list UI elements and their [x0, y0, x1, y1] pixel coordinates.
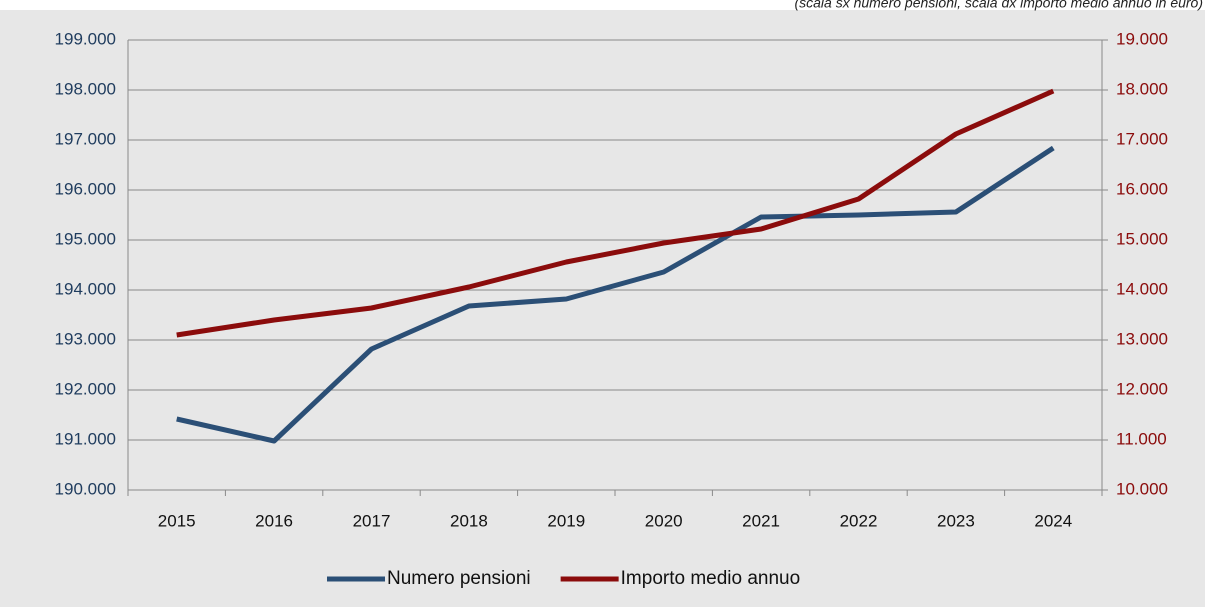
y-tick-label: 194.000	[55, 279, 116, 298]
x-tick-label: 2016	[255, 511, 293, 530]
y-tick-label: 197.000	[55, 129, 116, 148]
line-series	[176, 145, 1055, 444]
y-tick-label: 192.000	[55, 379, 116, 398]
legend-label: Importo medio annuo	[621, 568, 801, 589]
chart-subtitle: (scala sx numero pensioni, scala dx impo…	[794, 0, 1203, 11]
line-series	[176, 88, 1055, 338]
y2-tick-label: 11.000	[1116, 429, 1167, 448]
x-tick-label: 2024	[1034, 511, 1072, 530]
y-tick-label: 199.000	[55, 29, 116, 48]
x-tick-label: 2020	[645, 511, 683, 530]
x-tick-label: 2015	[158, 511, 196, 530]
y2-tick-label: 17.000	[1116, 129, 1168, 148]
y2-tick-label: 16.000	[1116, 179, 1168, 198]
legend-label: Numero pensioni	[387, 568, 531, 589]
chart-background	[0, 10, 1205, 607]
x-tick-label: 2019	[547, 511, 585, 530]
y2-tick-label: 15.000	[1116, 229, 1168, 248]
y2-tick-label: 19.000	[1116, 29, 1168, 48]
x-tick-label: 2022	[840, 511, 878, 530]
y2-tick-label: 12.000	[1116, 379, 1168, 398]
y-tick-label: 190.000	[55, 479, 116, 498]
y2-tick-label: 13.000	[1116, 329, 1168, 348]
y2-tick-label: 14.000	[1116, 279, 1168, 298]
x-tick-label: 2018	[450, 511, 488, 530]
y-tick-label: 195.000	[55, 229, 116, 248]
y-tick-label: 198.000	[55, 79, 116, 98]
x-tick-label: 2023	[937, 511, 975, 530]
y-tick-label: 191.000	[55, 429, 116, 448]
y-tick-label: 193.000	[55, 329, 116, 348]
y2-tick-label: 10.000	[1116, 479, 1168, 498]
x-tick-label: 2017	[353, 511, 391, 530]
y2-tick-label: 18.000	[1116, 79, 1168, 98]
y-tick-label: 196.000	[55, 179, 116, 198]
x-tick-label: 2021	[742, 511, 780, 530]
